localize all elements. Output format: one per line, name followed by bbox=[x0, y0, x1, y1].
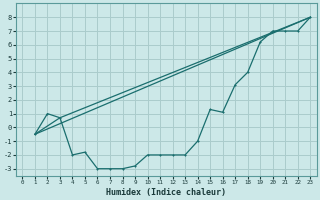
X-axis label: Humidex (Indice chaleur): Humidex (Indice chaleur) bbox=[106, 188, 226, 197]
